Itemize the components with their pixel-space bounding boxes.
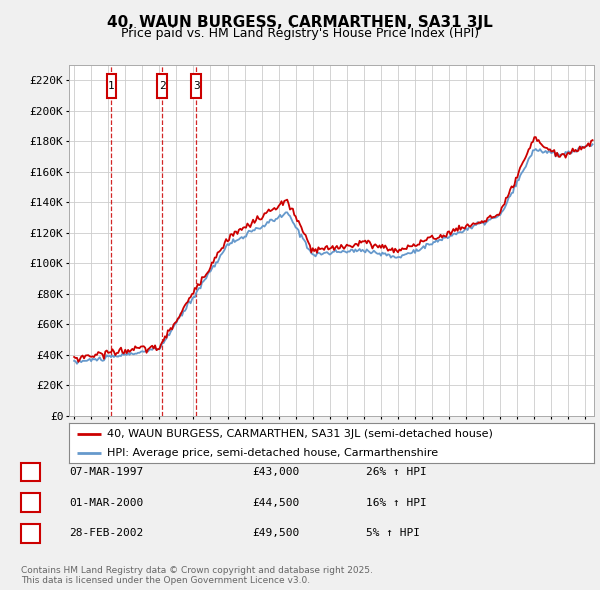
Bar [107,74,116,99]
Text: Contains HM Land Registry data © Crown copyright and database right 2025.: Contains HM Land Registry data © Crown c… [21,566,373,575]
Text: 16% ↑ HPI: 16% ↑ HPI [366,498,427,507]
Text: 1: 1 [27,467,34,477]
Text: £49,500: £49,500 [252,529,299,538]
Text: This data is licensed under the Open Government Licence v3.0.: This data is licensed under the Open Gov… [21,576,310,585]
Text: 2: 2 [158,81,166,91]
Text: 3: 3 [27,529,34,538]
Text: 2: 2 [27,498,34,507]
Text: 28-FEB-2002: 28-FEB-2002 [69,529,143,538]
Bar [157,74,167,99]
Text: 26% ↑ HPI: 26% ↑ HPI [366,467,427,477]
Text: 40, WAUN BURGESS, CARMARTHEN, SA31 3JL (semi-detached house): 40, WAUN BURGESS, CARMARTHEN, SA31 3JL (… [107,429,493,439]
Text: 40, WAUN BURGESS, CARMARTHEN, SA31 3JL: 40, WAUN BURGESS, CARMARTHEN, SA31 3JL [107,15,493,30]
Text: 07-MAR-1997: 07-MAR-1997 [69,467,143,477]
Text: 5% ↑ HPI: 5% ↑ HPI [366,529,420,538]
Text: 1: 1 [108,81,115,91]
Text: Price paid vs. HM Land Registry's House Price Index (HPI): Price paid vs. HM Land Registry's House … [121,27,479,40]
Bar [191,74,201,99]
Text: £44,500: £44,500 [252,498,299,507]
Text: 01-MAR-2000: 01-MAR-2000 [69,498,143,507]
Text: £43,000: £43,000 [252,467,299,477]
Text: 3: 3 [193,81,200,91]
Text: HPI: Average price, semi-detached house, Carmarthenshire: HPI: Average price, semi-detached house,… [107,448,438,458]
